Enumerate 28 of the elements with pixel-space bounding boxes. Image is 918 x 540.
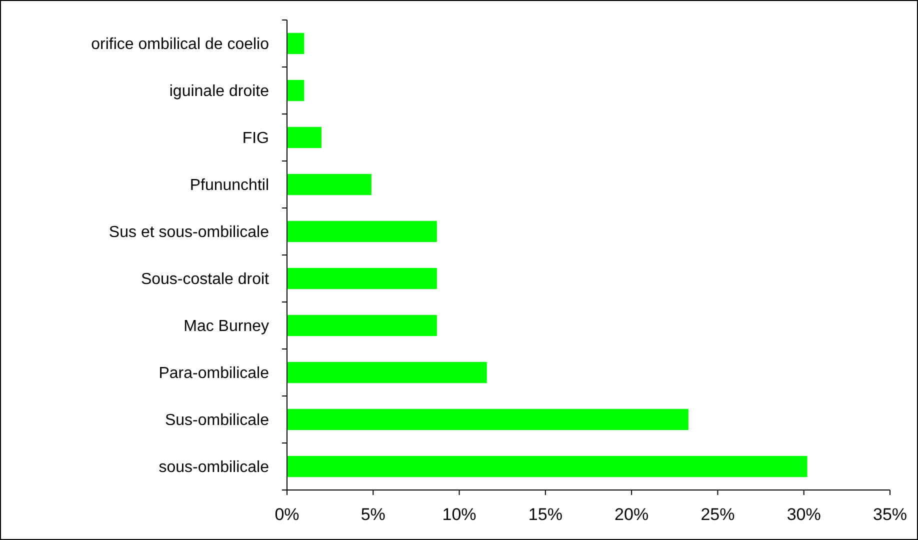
- x-tick-label: 5%: [360, 505, 386, 524]
- bar: [287, 32, 304, 54]
- y-tick-label: Sus-ombilicale: [164, 412, 270, 430]
- x-tick-label: 0%: [274, 505, 300, 524]
- y-tick-label: iguinale droite: [169, 83, 270, 100]
- x-tick-label: 35%: [872, 505, 908, 524]
- y-tick-label: FIG: [242, 130, 269, 148]
- x-tick-label: 20%: [614, 505, 649, 524]
- y-tick-label: Para-ombilicale: [158, 365, 270, 382]
- bar: [287, 268, 437, 290]
- bar: [287, 456, 808, 478]
- y-tick-label: Sus et sous-ombilicale: [108, 224, 270, 242]
- bar: [287, 220, 437, 242]
- y-tick-label: Mac Burney: [184, 318, 269, 336]
- y-tick-label: Sous-costale droit: [140, 271, 270, 288]
- x-tick-label: 25%: [700, 505, 735, 524]
- bar: [287, 408, 688, 430]
- bar: [287, 362, 487, 384]
- bar: [287, 174, 372, 196]
- x-tick-label: 10%: [442, 505, 476, 524]
- bar: [287, 80, 304, 102]
- bar: [287, 314, 437, 336]
- bar: [287, 126, 322, 148]
- y-tick-label: Pfununchtil: [190, 177, 269, 194]
- x-tick-label: 30%: [786, 505, 821, 524]
- y-tick-label: orifice ombilical de coelio: [91, 36, 270, 54]
- x-tick-label: 15%: [528, 505, 562, 524]
- y-tick-label: sous-ombilicale: [158, 459, 270, 476]
